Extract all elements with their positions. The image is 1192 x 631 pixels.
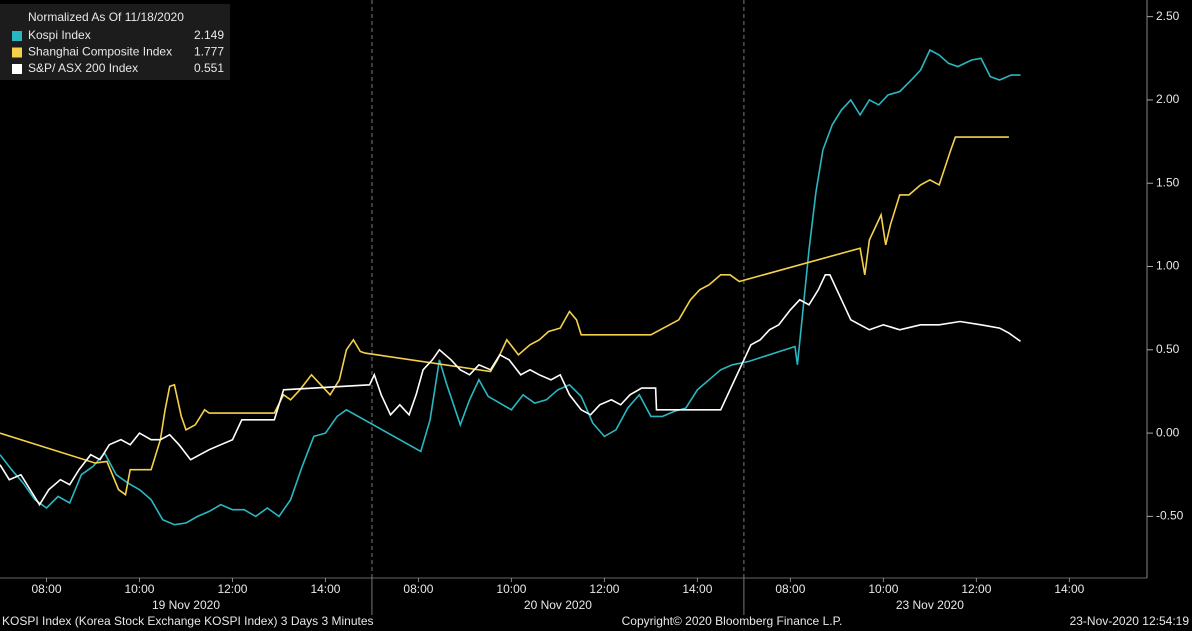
x-tick-label: 08:00 <box>31 582 61 596</box>
legend-title: Normalized As Of 11/18/2020 <box>28 10 184 24</box>
x-tick-label: 10:00 <box>124 582 154 596</box>
y-tick-label: 0.50 <box>1156 342 1180 356</box>
series-line <box>0 274 1021 507</box>
legend-value: 2.149 <box>194 28 224 42</box>
legend-value: 0.551 <box>194 61 224 75</box>
x-tick-label: 14:00 <box>1054 582 1084 596</box>
x-tick-label: 08:00 <box>403 582 433 596</box>
legend-label: Kospi Index <box>28 28 91 42</box>
footer-right: 23-Nov-2020 12:54:19 <box>1070 614 1190 628</box>
legend-label: Shanghai Composite Index <box>28 45 172 59</box>
legend-label: S&P/ ASX 200 Index <box>28 61 138 75</box>
y-tick-label: 2.50 <box>1156 9 1180 23</box>
y-tick-label: 1.00 <box>1156 259 1180 273</box>
date-label: 20 Nov 2020 <box>524 598 592 612</box>
x-tick-label: 12:00 <box>217 582 247 596</box>
legend-swatch <box>12 47 22 58</box>
x-tick-label: 14:00 <box>310 582 340 596</box>
x-tick-label: 14:00 <box>682 582 712 596</box>
y-tick-label: -0.50 <box>1156 509 1184 523</box>
y-tick-label: 1.50 <box>1156 175 1180 189</box>
legend-swatch <box>12 64 22 74</box>
series-line <box>0 136 1009 497</box>
x-tick-label: 10:00 <box>868 582 898 596</box>
y-tick-label: 2.00 <box>1156 92 1180 106</box>
date-label: 19 Nov 2020 <box>152 598 220 612</box>
legend-box <box>0 4 230 80</box>
date-label: 23 Nov 2020 <box>896 598 964 612</box>
legend-swatch <box>12 31 22 41</box>
y-tick-label: 0.00 <box>1156 425 1180 439</box>
x-tick-label: 10:00 <box>496 582 526 596</box>
legend-value: 1.777 <box>194 45 224 59</box>
footer-left: KOSPI Index (Korea Stock Exchange KOSPI … <box>2 614 374 628</box>
x-tick-label: 12:00 <box>961 582 991 596</box>
x-tick-label: 08:00 <box>775 582 805 596</box>
series-line <box>0 48 1021 526</box>
footer-center: Copyright© 2020 Bloomberg Finance L.P. <box>622 614 843 628</box>
x-tick-label: 12:00 <box>589 582 619 596</box>
